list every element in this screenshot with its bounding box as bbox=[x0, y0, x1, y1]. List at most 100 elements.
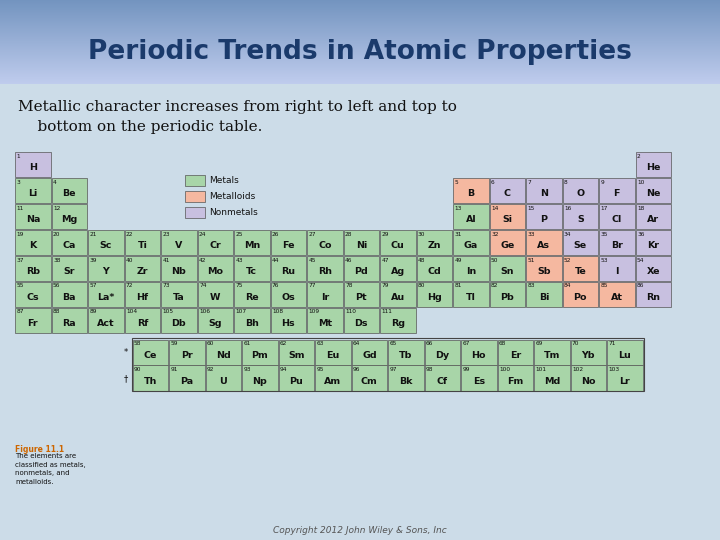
Text: Metallic character increases from right to left and top to: Metallic character increases from right … bbox=[18, 99, 457, 113]
Text: 22: 22 bbox=[126, 232, 133, 237]
Text: 48: 48 bbox=[418, 258, 426, 262]
Text: Bk: Bk bbox=[399, 376, 413, 386]
Bar bbox=[570, 366, 606, 390]
Bar bbox=[185, 207, 205, 218]
Text: Th: Th bbox=[144, 376, 157, 386]
Bar bbox=[416, 282, 452, 307]
Text: Figure 11.1: Figure 11.1 bbox=[15, 446, 64, 454]
Bar bbox=[562, 178, 598, 203]
Bar bbox=[125, 308, 160, 333]
Bar bbox=[15, 308, 50, 333]
Bar bbox=[52, 256, 87, 281]
Bar bbox=[453, 256, 489, 281]
Text: Rh: Rh bbox=[318, 267, 332, 276]
Text: Rn: Rn bbox=[647, 293, 660, 302]
Text: 89: 89 bbox=[89, 309, 97, 314]
Text: Ho: Ho bbox=[472, 350, 486, 360]
Text: 84: 84 bbox=[564, 284, 572, 288]
Bar bbox=[88, 256, 124, 281]
Bar bbox=[125, 230, 160, 255]
Bar bbox=[169, 366, 204, 390]
Text: Es: Es bbox=[473, 376, 485, 386]
Text: Fe: Fe bbox=[282, 241, 294, 250]
Text: 67: 67 bbox=[462, 341, 470, 346]
Bar bbox=[453, 204, 489, 229]
Text: Yb: Yb bbox=[582, 350, 595, 360]
Text: 54: 54 bbox=[637, 258, 644, 262]
Bar bbox=[534, 340, 570, 365]
Text: 20: 20 bbox=[53, 232, 60, 237]
Text: Hf: Hf bbox=[136, 293, 148, 302]
Bar bbox=[498, 340, 534, 365]
Bar bbox=[380, 308, 415, 333]
Text: 87: 87 bbox=[17, 309, 24, 314]
Text: 46: 46 bbox=[345, 258, 352, 262]
Text: 30: 30 bbox=[418, 232, 426, 237]
Bar bbox=[15, 152, 50, 177]
Text: 47: 47 bbox=[382, 258, 389, 262]
Text: 111: 111 bbox=[382, 309, 392, 314]
Text: Sm: Sm bbox=[288, 350, 305, 360]
Text: bottom on the periodic table.: bottom on the periodic table. bbox=[18, 119, 262, 133]
Text: Dy: Dy bbox=[436, 350, 449, 360]
Bar bbox=[416, 230, 452, 255]
Text: Gd: Gd bbox=[362, 350, 377, 360]
Text: Pb: Pb bbox=[500, 293, 514, 302]
Text: Tl: Tl bbox=[466, 293, 476, 302]
Text: 51: 51 bbox=[528, 258, 535, 262]
Bar bbox=[197, 282, 233, 307]
Bar bbox=[242, 366, 278, 390]
Text: Lu: Lu bbox=[618, 350, 631, 360]
Bar bbox=[161, 256, 197, 281]
Bar bbox=[343, 256, 379, 281]
Text: 16: 16 bbox=[564, 206, 571, 211]
Text: 72: 72 bbox=[126, 284, 133, 288]
Text: Ni: Ni bbox=[356, 241, 367, 250]
Text: 110: 110 bbox=[345, 309, 356, 314]
Bar bbox=[197, 308, 233, 333]
Text: 78: 78 bbox=[345, 284, 353, 288]
Text: 2: 2 bbox=[637, 154, 641, 159]
Text: Db: Db bbox=[171, 319, 186, 328]
Text: K: K bbox=[30, 241, 37, 250]
Bar bbox=[351, 340, 387, 365]
Text: 24: 24 bbox=[199, 232, 207, 237]
Text: 99: 99 bbox=[462, 367, 470, 372]
Text: S: S bbox=[577, 215, 584, 224]
Text: C: C bbox=[504, 189, 511, 198]
Bar bbox=[607, 366, 643, 390]
Bar bbox=[636, 204, 671, 229]
Text: 94: 94 bbox=[280, 367, 287, 372]
Text: 8: 8 bbox=[564, 180, 568, 185]
Bar bbox=[307, 230, 343, 255]
Text: 14: 14 bbox=[491, 206, 498, 211]
Bar bbox=[636, 282, 671, 307]
Bar bbox=[315, 340, 351, 365]
Text: 29: 29 bbox=[382, 232, 389, 237]
Text: 39: 39 bbox=[89, 258, 97, 262]
Bar bbox=[416, 256, 452, 281]
Text: Au: Au bbox=[391, 293, 405, 302]
Text: Ru: Ru bbox=[282, 267, 295, 276]
Text: 59: 59 bbox=[171, 341, 178, 346]
Text: Co: Co bbox=[318, 241, 332, 250]
Text: 60: 60 bbox=[207, 341, 215, 346]
Bar bbox=[161, 308, 197, 333]
Text: 76: 76 bbox=[272, 284, 279, 288]
Text: Copyright 2012 John Wiley & Sons, Inc: Copyright 2012 John Wiley & Sons, Inc bbox=[273, 525, 447, 535]
Text: Kr: Kr bbox=[647, 241, 660, 250]
Bar bbox=[461, 366, 497, 390]
Bar bbox=[52, 204, 87, 229]
Text: Ta: Ta bbox=[173, 293, 185, 302]
Bar bbox=[52, 308, 87, 333]
Bar bbox=[132, 340, 168, 365]
Bar bbox=[315, 366, 351, 390]
Bar bbox=[234, 308, 270, 333]
Text: 17: 17 bbox=[600, 206, 608, 211]
Text: 102: 102 bbox=[572, 367, 583, 372]
Text: Nb: Nb bbox=[171, 267, 186, 276]
Text: 37: 37 bbox=[17, 258, 24, 262]
Text: 86: 86 bbox=[637, 284, 644, 288]
Bar bbox=[461, 340, 497, 365]
Bar bbox=[205, 366, 241, 390]
